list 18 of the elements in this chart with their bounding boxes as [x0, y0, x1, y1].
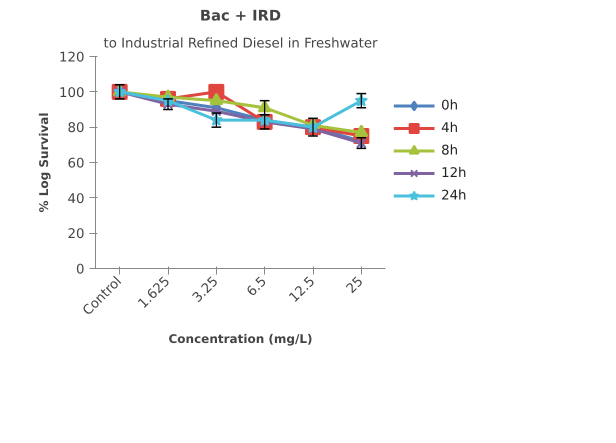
y-tick-label: 0 — [76, 262, 85, 278]
y-tick-label: 120 — [59, 50, 85, 66]
x-axis-title: Concentration (mg/L) — [168, 332, 313, 346]
y-tick-label: 100 — [59, 86, 85, 101]
legend-label: 24h — [441, 188, 467, 204]
x-tick-label: 6.5 — [244, 274, 270, 300]
legend-label: 12h — [441, 166, 467, 181]
legend-label: 8h — [441, 144, 458, 158]
legend-label: 4h — [441, 121, 458, 136]
chart-title: Bac + IRD — [200, 8, 282, 24]
text: to Industrial Refined Diesel in Freshwater — [103, 36, 378, 52]
y-tick-label: 80 — [68, 121, 85, 136]
legend-label: 0h — [441, 98, 458, 114]
y-tick-label: 60 — [68, 156, 85, 172]
y-axis-title: % Log Survival — [37, 112, 52, 212]
x-tick-label: 25 — [344, 274, 367, 297]
y-tick-label: 40 — [68, 192, 85, 207]
y-tick-label: 20 — [68, 227, 85, 242]
